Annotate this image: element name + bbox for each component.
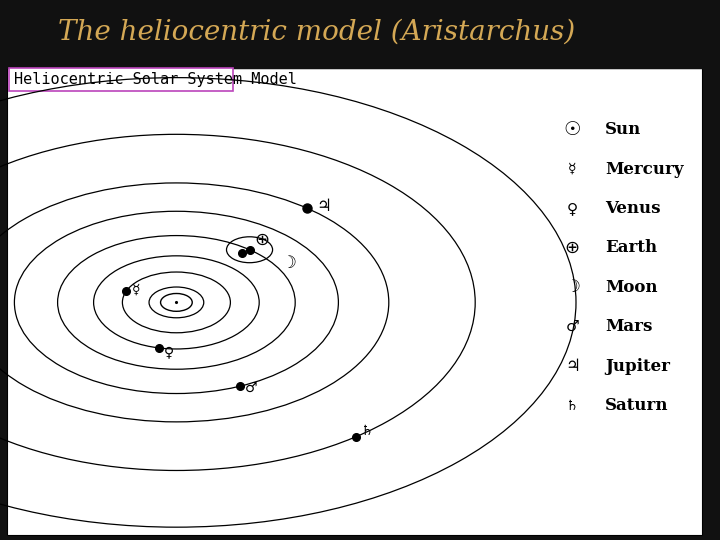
Text: ⊕: ⊕: [255, 231, 270, 249]
Text: ☽: ☽: [565, 278, 580, 296]
Text: ♃: ♃: [316, 197, 330, 214]
Text: Moon: Moon: [605, 279, 657, 296]
Text: ☿: ☿: [568, 162, 577, 176]
Text: ♄: ♄: [566, 399, 579, 413]
Bar: [0, 0, 720, 68]
Text: Mercury: Mercury: [605, 160, 683, 178]
Text: Heliocentric Solar System Model: Heliocentric Solar System Model: [14, 72, 297, 87]
Text: ☽: ☽: [282, 254, 296, 272]
Text: Jupiter: Jupiter: [605, 357, 670, 375]
Text: ♂: ♂: [566, 319, 579, 334]
Text: Earth: Earth: [605, 239, 657, 256]
Text: ♀: ♀: [164, 345, 174, 359]
Text: ☿: ☿: [131, 282, 140, 296]
Text: The heliocentric model (Aristarchus): The heliocentric model (Aristarchus): [58, 19, 575, 46]
Text: ☉: ☉: [564, 120, 581, 139]
Text: ⊕: ⊕: [564, 239, 580, 257]
Text: ♄: ♄: [361, 424, 374, 438]
Text: Venus: Venus: [605, 200, 660, 217]
FancyBboxPatch shape: [9, 68, 233, 91]
Bar: [7, 68, 702, 535]
Text: ♂: ♂: [245, 381, 257, 395]
Text: ♀: ♀: [567, 201, 578, 216]
Text: Saturn: Saturn: [605, 397, 668, 414]
Text: Sun: Sun: [605, 121, 641, 138]
Text: ♃: ♃: [565, 357, 580, 375]
Text: Mars: Mars: [605, 318, 652, 335]
